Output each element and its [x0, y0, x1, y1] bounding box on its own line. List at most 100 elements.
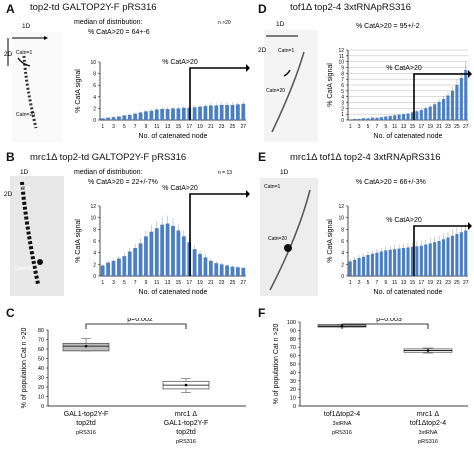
bar — [353, 259, 357, 276]
x-tick-label: 3 — [358, 124, 361, 130]
gel-label-1d: 1D — [276, 21, 285, 28]
y-tick-label: 10 — [290, 396, 296, 402]
x-tick-label: 19 — [427, 124, 433, 130]
bar — [446, 95, 450, 120]
y-axis-label: % of population Cat n >20 — [21, 328, 28, 409]
y-tick-label: 2 — [341, 262, 344, 268]
x-tick-label: 3 — [112, 124, 115, 130]
bar — [410, 112, 414, 120]
y-tick-label: 0 — [341, 118, 344, 124]
x-tick-label: 13 — [401, 280, 407, 286]
bar — [348, 119, 352, 120]
y-tick-label: 12 — [338, 204, 344, 210]
cata-value: % CatA>20 = 66+/-3% — [356, 179, 426, 186]
bar — [450, 90, 454, 120]
x-tick-label: 15 — [176, 124, 182, 130]
bar — [138, 112, 143, 120]
bar — [393, 115, 397, 120]
bar — [181, 236, 186, 276]
arrowhead — [468, 222, 472, 230]
arrow-label: % CatA>20 — [162, 185, 198, 192]
x-axis-label: No. of catenated node — [374, 133, 443, 140]
y-tick-label: 10 — [338, 60, 344, 66]
median-text: median of distribution: — [74, 169, 143, 176]
threshold-arrow — [189, 193, 246, 276]
bar — [419, 110, 423, 120]
y-tick-label: 8 — [341, 71, 344, 77]
bar — [428, 106, 432, 120]
bar — [393, 249, 397, 276]
mean-dot — [184, 383, 188, 387]
x-tick-label: 3 — [358, 280, 361, 286]
y-tick-label: 0 — [293, 404, 296, 410]
bar — [433, 104, 437, 120]
bar — [225, 265, 229, 276]
bar — [198, 106, 202, 120]
arrow-label: % CatA>20 — [386, 65, 422, 72]
panel-letter-a: A — [6, 2, 15, 16]
gel-image-a: 1D 2D Catn=1 Catn=20 — [4, 23, 62, 142]
y-tick-label: 4 — [341, 251, 344, 257]
bar — [117, 258, 121, 276]
y-tick-label: 1 — [341, 112, 344, 118]
y-tick-label: 40 — [290, 370, 296, 376]
bar — [154, 228, 159, 276]
x-tick-label: 1 — [101, 280, 104, 286]
gel-label-1d: 1D — [22, 23, 31, 30]
bar — [379, 117, 383, 120]
y-tick-label: 6 — [341, 239, 344, 245]
gel-label-1d: 1D — [280, 169, 289, 176]
bar — [198, 253, 202, 276]
x-tick-label: 17 — [186, 124, 192, 130]
bar — [208, 260, 213, 276]
bar — [149, 231, 154, 276]
bar — [406, 113, 410, 120]
box-plot-c: 0 10 20 30 40 50 60 70 80 % of population Cat n >… — [21, 318, 246, 445]
box-label: pRS316 — [418, 439, 438, 445]
x-tick-label: 9 — [384, 280, 387, 286]
gel-label-catn1: Catn=1 — [278, 48, 294, 54]
bar-chart-b: median of distribution: n = 13 % CatA>20 =… — [74, 169, 250, 296]
box-label: GAL1-top2Y-F — [164, 420, 209, 427]
bar — [176, 108, 181, 120]
x-tick-label: 23 — [219, 280, 225, 286]
median-text: median of distribution: — [74, 19, 143, 26]
bar — [384, 250, 388, 276]
panel-title-d: tof1Δ top2-4 3xtRNApRS316 — [290, 2, 411, 13]
x-tick-label: 25 — [230, 124, 236, 130]
bar — [370, 117, 374, 120]
y-tick-label: 2 — [341, 106, 344, 112]
bar — [192, 107, 197, 120]
bar — [133, 113, 138, 120]
y-tick-label: 10 — [90, 216, 96, 222]
x-tick-label: 9 — [145, 280, 148, 286]
bar — [446, 237, 450, 276]
bar — [149, 110, 154, 120]
y-tick-label: 20 — [38, 385, 44, 391]
y-tick-label: 40 — [38, 366, 44, 372]
bar — [442, 99, 446, 120]
y-tick-label: 0 — [341, 274, 344, 280]
bar — [424, 108, 428, 120]
bar — [410, 246, 414, 276]
bar — [362, 118, 366, 120]
bar — [357, 257, 361, 276]
bar — [214, 105, 219, 120]
x-tick-label: 11 — [154, 280, 159, 286]
y-tick-label: 30 — [38, 376, 44, 382]
y-tick-label: 60 — [290, 354, 296, 360]
significance-star: * — [118, 318, 121, 323]
y-tick-label: 30 — [290, 379, 296, 385]
x-tick-label: 19 — [427, 280, 433, 286]
bar — [122, 256, 127, 276]
arrowhead — [246, 190, 250, 198]
bar — [219, 104, 224, 120]
gel-label-catn1: Catn=1 — [16, 50, 32, 56]
bar — [455, 85, 459, 120]
bar — [138, 243, 143, 276]
box-label: mrc1 Δ — [175, 411, 198, 418]
x-tick-label: 13 — [165, 124, 171, 130]
y-tick-label: 3 — [341, 101, 344, 107]
bar — [442, 239, 446, 276]
